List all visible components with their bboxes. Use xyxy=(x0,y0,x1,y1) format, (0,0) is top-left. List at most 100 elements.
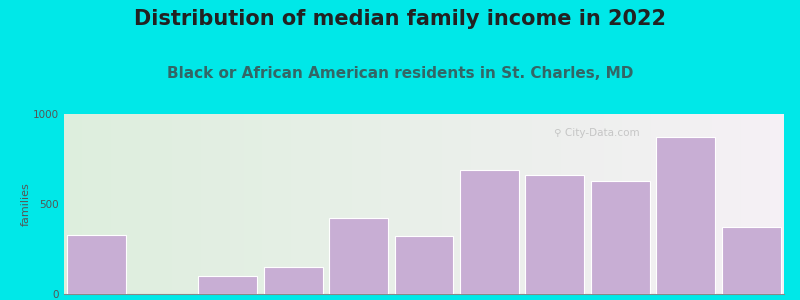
Bar xyxy=(705,114,709,294)
Bar xyxy=(539,114,543,294)
Bar xyxy=(398,114,402,294)
Bar xyxy=(165,114,169,294)
Bar xyxy=(676,114,680,294)
Bar xyxy=(723,114,726,294)
Bar xyxy=(575,114,578,294)
Bar xyxy=(503,114,506,294)
Bar xyxy=(658,114,662,294)
Bar xyxy=(208,114,211,294)
Bar xyxy=(542,114,546,294)
Bar xyxy=(230,114,234,294)
Bar xyxy=(290,114,294,294)
Bar xyxy=(356,114,359,294)
Bar xyxy=(264,267,322,294)
Bar xyxy=(100,114,104,294)
Bar xyxy=(402,114,406,294)
Bar xyxy=(526,175,584,294)
Bar xyxy=(158,114,161,294)
Bar xyxy=(234,114,237,294)
Bar xyxy=(424,114,427,294)
Bar xyxy=(680,114,683,294)
Bar xyxy=(618,114,622,294)
Bar xyxy=(96,114,100,294)
Y-axis label: families: families xyxy=(20,182,30,226)
Bar xyxy=(258,114,262,294)
Bar xyxy=(82,114,86,294)
Bar xyxy=(240,114,244,294)
Bar xyxy=(630,114,633,294)
Bar xyxy=(273,114,276,294)
Bar xyxy=(615,114,618,294)
Bar xyxy=(211,114,215,294)
Bar xyxy=(726,114,730,294)
Bar xyxy=(665,114,669,294)
Bar xyxy=(182,114,186,294)
Bar xyxy=(139,114,143,294)
Bar xyxy=(748,114,752,294)
Bar xyxy=(342,114,345,294)
Bar xyxy=(237,114,240,294)
Bar xyxy=(600,114,604,294)
Bar xyxy=(352,114,355,294)
Bar xyxy=(766,114,770,294)
Bar xyxy=(136,114,139,294)
Bar xyxy=(460,114,464,294)
Bar xyxy=(730,114,734,294)
Bar xyxy=(298,114,302,294)
Bar xyxy=(362,114,366,294)
Bar xyxy=(759,114,762,294)
Bar xyxy=(492,114,496,294)
Bar xyxy=(179,114,182,294)
Bar xyxy=(413,114,417,294)
Bar xyxy=(86,114,90,294)
Bar xyxy=(744,114,748,294)
Bar xyxy=(392,114,395,294)
Bar xyxy=(248,114,251,294)
Bar xyxy=(738,114,741,294)
Bar xyxy=(222,114,226,294)
Bar xyxy=(266,114,269,294)
Bar xyxy=(201,114,205,294)
Bar xyxy=(74,114,78,294)
Bar xyxy=(428,114,431,294)
Bar xyxy=(338,114,341,294)
Bar xyxy=(781,114,784,294)
Bar xyxy=(435,114,438,294)
Bar xyxy=(582,114,586,294)
Bar xyxy=(716,114,719,294)
Bar xyxy=(571,114,575,294)
Bar xyxy=(323,114,326,294)
Bar xyxy=(277,114,280,294)
Bar xyxy=(712,114,716,294)
Text: ⚲ City-Data.com: ⚲ City-Data.com xyxy=(554,128,639,138)
Bar xyxy=(417,114,421,294)
Bar xyxy=(349,114,352,294)
Bar xyxy=(586,114,590,294)
Bar xyxy=(226,114,230,294)
Bar xyxy=(604,114,608,294)
Text: Distribution of median family income in 2022: Distribution of median family income in … xyxy=(134,9,666,29)
Bar xyxy=(450,114,453,294)
Bar xyxy=(143,114,147,294)
Bar xyxy=(334,114,338,294)
Bar xyxy=(302,114,306,294)
Bar xyxy=(578,114,582,294)
Bar xyxy=(651,114,654,294)
Bar xyxy=(374,114,377,294)
Bar xyxy=(312,114,316,294)
Bar xyxy=(550,114,554,294)
Bar xyxy=(662,114,665,294)
Bar xyxy=(482,114,485,294)
Bar xyxy=(558,114,561,294)
Bar xyxy=(190,114,194,294)
Bar xyxy=(67,235,126,294)
Bar xyxy=(690,114,694,294)
Bar xyxy=(93,114,96,294)
Bar xyxy=(161,114,165,294)
Bar xyxy=(89,114,93,294)
Bar xyxy=(172,114,176,294)
Bar xyxy=(467,114,470,294)
Bar xyxy=(168,114,172,294)
Bar xyxy=(262,114,266,294)
Bar xyxy=(421,114,424,294)
